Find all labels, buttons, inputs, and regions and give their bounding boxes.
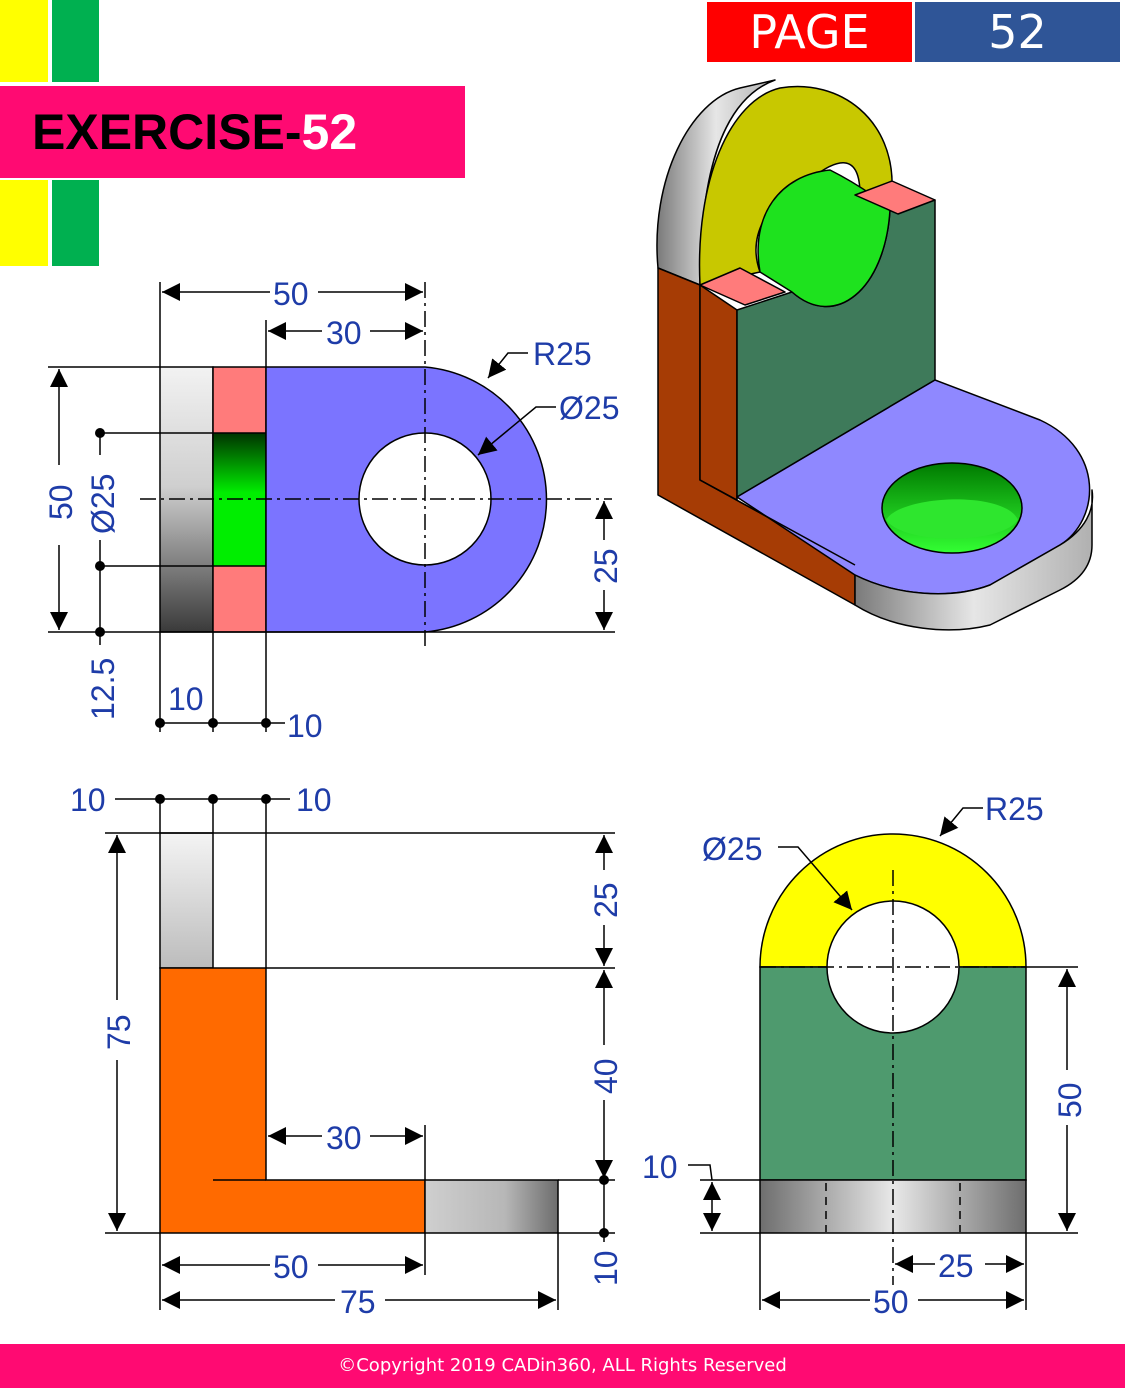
side-dim-height: 50 <box>1052 1082 1088 1118</box>
front-dim-thk-right: 10 <box>296 782 332 818</box>
side-dim-half: 25 <box>938 1248 974 1284</box>
top-dim-thk2: 10 <box>287 708 323 744</box>
front-dim-base-thk: 10 <box>588 1250 624 1286</box>
isometric-view <box>656 79 1094 631</box>
side-view-dimension-lines <box>688 807 1078 1310</box>
top-dim-thk1: 10 <box>168 681 204 717</box>
yellow-stripe-top <box>0 0 48 82</box>
top-view-dots <box>95 428 271 728</box>
front-dim-total-height: 75 <box>101 1014 137 1050</box>
front-dim-width-75: 75 <box>340 1284 376 1320</box>
footer-copyright: ©Copyright 2019 CADin360, ALL Rights Res… <box>0 1344 1125 1388</box>
side-dim-hole: Ø25 <box>702 831 762 867</box>
top-dim-center: 25 <box>588 548 624 584</box>
front-dim-middle: 40 <box>588 1058 624 1094</box>
exercise-title: EXERCISE-52 <box>32 104 358 160</box>
front-dim-thk-left: 10 <box>70 782 106 818</box>
green-stripe-bottom <box>52 180 99 266</box>
front-view <box>159 832 559 1234</box>
front-view-dots <box>155 794 609 1238</box>
front-dim-width-50: 50 <box>273 1249 309 1285</box>
top-dim-offset: 12.5 <box>85 658 121 720</box>
top-dim-overall-width: 50 <box>273 276 309 312</box>
page-label: PAGE <box>707 2 912 62</box>
side-dim-width: 50 <box>873 1284 909 1320</box>
top-dim-plate-length: 30 <box>326 315 362 351</box>
side-dim-base: 10 <box>642 1149 678 1185</box>
page-number: 52 <box>915 2 1120 62</box>
exercise-banner: EXERCISE-52 <box>0 86 465 178</box>
yellow-stripe-bottom <box>0 180 48 266</box>
top-dim-radius: R25 <box>533 336 592 372</box>
top-dim-height: 50 <box>43 484 79 520</box>
top-view-dimension-lines <box>48 282 615 732</box>
side-dim-radius: R25 <box>985 791 1044 827</box>
top-dim-hole: Ø25 <box>559 390 619 426</box>
technical-drawing: 50 30 R25 Ø25 50 Ø25 25 12.5 10 10 <box>43 79 1094 1320</box>
front-dim-upper: 25 <box>588 882 624 918</box>
front-dim-plate: 30 <box>326 1120 362 1156</box>
front-view-dimension-lines <box>105 798 615 1310</box>
green-stripe-top <box>52 0 99 82</box>
top-dim-side-hole: Ø25 <box>85 474 121 534</box>
